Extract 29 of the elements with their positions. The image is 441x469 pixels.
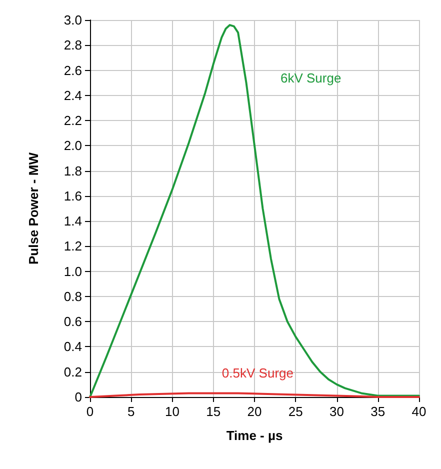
y-axis-title: Pulse Power - MW (26, 152, 41, 264)
y-tick-label: 3.0 (64, 12, 82, 28)
y-tick-label: 2.0 (64, 138, 82, 154)
y-tick-label: 2.2 (64, 113, 82, 128)
x-tick-label: 35 (370, 404, 386, 419)
y-tick-label: 0.6 (64, 314, 82, 330)
x-tick-label: 15 (206, 404, 221, 419)
y-tick-label: 1.0 (64, 264, 82, 279)
x-tick-label: 5 (128, 404, 135, 419)
x-axis-title: Time - µs (226, 428, 283, 443)
x-tick-label: 0 (86, 404, 94, 419)
x-tick-label: 25 (288, 404, 303, 419)
series-label: 0.5kV Surge (222, 366, 294, 381)
y-tick-label: 0.2 (64, 364, 82, 380)
y-tick-label: 2.4 (64, 88, 82, 103)
x-tick-label: 10 (165, 404, 180, 419)
x-tick-label: 40 (412, 404, 426, 419)
y-tick-label: 1.4 (64, 214, 82, 229)
y-tick-label: 2.6 (64, 62, 82, 78)
x-tick-label: 30 (330, 404, 344, 419)
y-tick-label: 0 (74, 390, 82, 404)
x-tick-label: 20 (247, 404, 262, 419)
y-tick-label: 1.8 (64, 163, 82, 178)
y-tick-label: 0.4 (64, 339, 82, 354)
y-tick-label: 1.2 (64, 238, 82, 254)
y-tick-label: 2.8 (64, 38, 82, 53)
y-tick-label: 1.6 (64, 188, 82, 204)
y-tick-label: 0.8 (64, 288, 82, 304)
text: 6kV Surge (280, 70, 342, 86)
